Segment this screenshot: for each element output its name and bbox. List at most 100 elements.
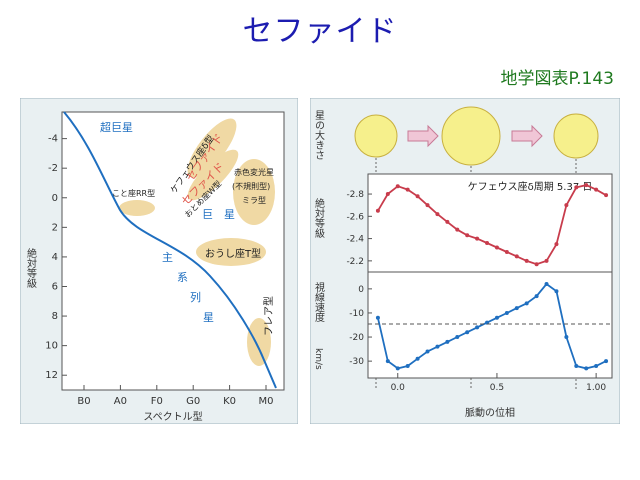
velocity-data-point	[445, 339, 450, 344]
hr-y-tick-label: 12	[45, 370, 58, 381]
velocity-layer: 0 -10 -20 -30 0.0 0.5 1.00	[349, 282, 609, 393]
star-large	[441, 106, 501, 166]
velocity-plot-area	[367, 271, 613, 379]
magnitude-data-point	[604, 193, 609, 198]
velocity-data-point	[574, 363, 579, 368]
velocity-data-point	[534, 294, 539, 299]
velocity-unit: km/s	[313, 348, 323, 370]
hr-x-tick-label: G0	[186, 396, 200, 407]
hr-y-tick-label: -4	[48, 134, 58, 145]
velocity-data-point	[375, 315, 380, 320]
velocity-data-point	[435, 344, 440, 349]
phase-x-tick-label: 0.5	[490, 383, 504, 393]
velocity-data-point	[524, 301, 529, 306]
cepheid-diagram: 星の大きさ 絶対等級 視線速度 km/s ケフェウス座δ周期 5.37 日 -2…	[310, 98, 620, 424]
slide-title: セファイド	[242, 14, 398, 49]
magnitude-data-point	[594, 187, 599, 192]
magnitude-data-point	[415, 194, 420, 199]
magnitude-data-point	[405, 187, 410, 192]
hr-x-tick-label: F0	[151, 396, 163, 407]
hr-ylabel: 絶対等級	[25, 247, 37, 289]
velocity-y-tick-label: -30	[349, 357, 364, 367]
label-main-seq-2: 系	[177, 271, 188, 284]
magnitude-data-point	[385, 192, 390, 197]
magnitude-data-point	[485, 241, 490, 246]
hr-x-tick-label: A0	[114, 396, 127, 407]
main-sequence-curve	[63, 111, 277, 389]
magnitude-y-tick-label: -2.2	[346, 257, 364, 267]
magnitude-data-point	[435, 212, 440, 217]
velocity-data-point	[425, 349, 430, 354]
magnitude-data-point	[425, 203, 430, 208]
label-irregular: (不規則型)	[232, 181, 270, 191]
magnitude-data-point	[574, 185, 579, 190]
t-tauri-bubble	[196, 238, 266, 266]
magnitude-title: ケフェウス座δ周期 5.37 日	[468, 180, 593, 193]
hr-y-tick-label: 4	[52, 252, 58, 263]
velocity-data-point	[385, 359, 390, 364]
velocity-data-point	[395, 366, 400, 371]
magnitude-data-point	[455, 227, 460, 232]
magnitude-ylabel: 絶対等級	[313, 197, 325, 239]
star-small-2	[553, 113, 599, 159]
star-small-1	[354, 114, 398, 158]
velocity-y-tick-label: -20	[349, 333, 364, 343]
cepheid-bubble	[187, 118, 237, 178]
hr-x-tick-label: B0	[77, 396, 90, 407]
hr-y-tick-label: 6	[52, 281, 58, 292]
hr-y-tick-label: 8	[52, 311, 58, 322]
magnitude-data-point	[584, 183, 589, 188]
velocity-data-point	[544, 282, 549, 287]
arrow-icon-1	[407, 124, 439, 148]
label-main-seq-3: 列	[190, 290, 201, 304]
velocity-data-point	[405, 363, 410, 368]
phase-x-tick-label: 0.0	[391, 383, 406, 393]
rr-lyrae-bubble	[119, 200, 155, 216]
hr-y-tick-label: 0	[52, 193, 58, 204]
velocity-data-point	[455, 335, 460, 340]
magnitude-data-point	[375, 208, 380, 213]
label-main-seq-1: 主	[162, 251, 173, 264]
hr-xlabel: スペクトル型	[143, 410, 202, 423]
velocity-data-point	[465, 330, 470, 335]
velocity-data-point	[475, 325, 480, 330]
phase-xlabel: 脈動の位相	[465, 406, 515, 419]
arrow-icon-2	[511, 124, 543, 148]
velocity-data-point	[604, 359, 609, 364]
magnitude-data-point	[465, 233, 470, 238]
reference-label: 地学図表P.143	[500, 69, 614, 89]
flare-bubble	[247, 318, 271, 366]
hr-x-tick-label: K0	[223, 396, 236, 407]
magnitude-layer: -2.8 -2.6 -2.4 -2.2	[346, 183, 609, 267]
hr-y-tick-label: 10	[45, 341, 58, 352]
velocity-data-point	[514, 306, 519, 311]
velocity-y-tick-label: -10	[349, 309, 364, 319]
velocity-data-point	[415, 356, 420, 361]
hr-x-tick-label: M0	[259, 396, 274, 407]
magnitude-data-point	[494, 245, 499, 250]
label-rr-lyrae: こと座RR型	[112, 188, 155, 198]
velocity-ylabel: 視線速度	[313, 281, 325, 323]
magnitude-data-point	[395, 184, 400, 189]
star-size-label: 星の大きさ	[313, 110, 325, 160]
velocity-data-point	[594, 363, 599, 368]
label-giant: 巨 星	[202, 208, 235, 221]
magnitude-data-point	[544, 258, 549, 263]
velocity-data-point	[504, 310, 509, 315]
magnitude-data-point	[514, 254, 519, 259]
hr-diagram: -4 -2 0 2 4 6 8 10 12 B0 A0 F0 G0 K0 M0 絶対等級 スペクトル型 超…	[20, 98, 298, 424]
velocity-data-point	[494, 315, 499, 320]
velocity-data-point	[554, 289, 559, 294]
velocity-y-tick-label: 0	[358, 285, 364, 295]
magnitude-y-tick-label: -2.6	[346, 212, 364, 222]
red-variable-bubble	[233, 159, 275, 225]
cepheid-bubble-2	[187, 149, 239, 201]
hr-y-axis: -4 -2 0 2 4 6 8 10 12	[45, 134, 67, 381]
magnitude-data-point	[534, 262, 539, 267]
label-supergiant: 超巨星	[100, 120, 133, 134]
hr-x-axis: B0 A0 F0 G0 K0 M0	[77, 385, 274, 407]
magnitude-y-tick-label: -2.4	[346, 235, 364, 245]
label-main-seq-4: 星	[203, 311, 214, 324]
hr-y-tick-label: 2	[52, 222, 58, 233]
magnitude-data-point	[554, 242, 559, 247]
